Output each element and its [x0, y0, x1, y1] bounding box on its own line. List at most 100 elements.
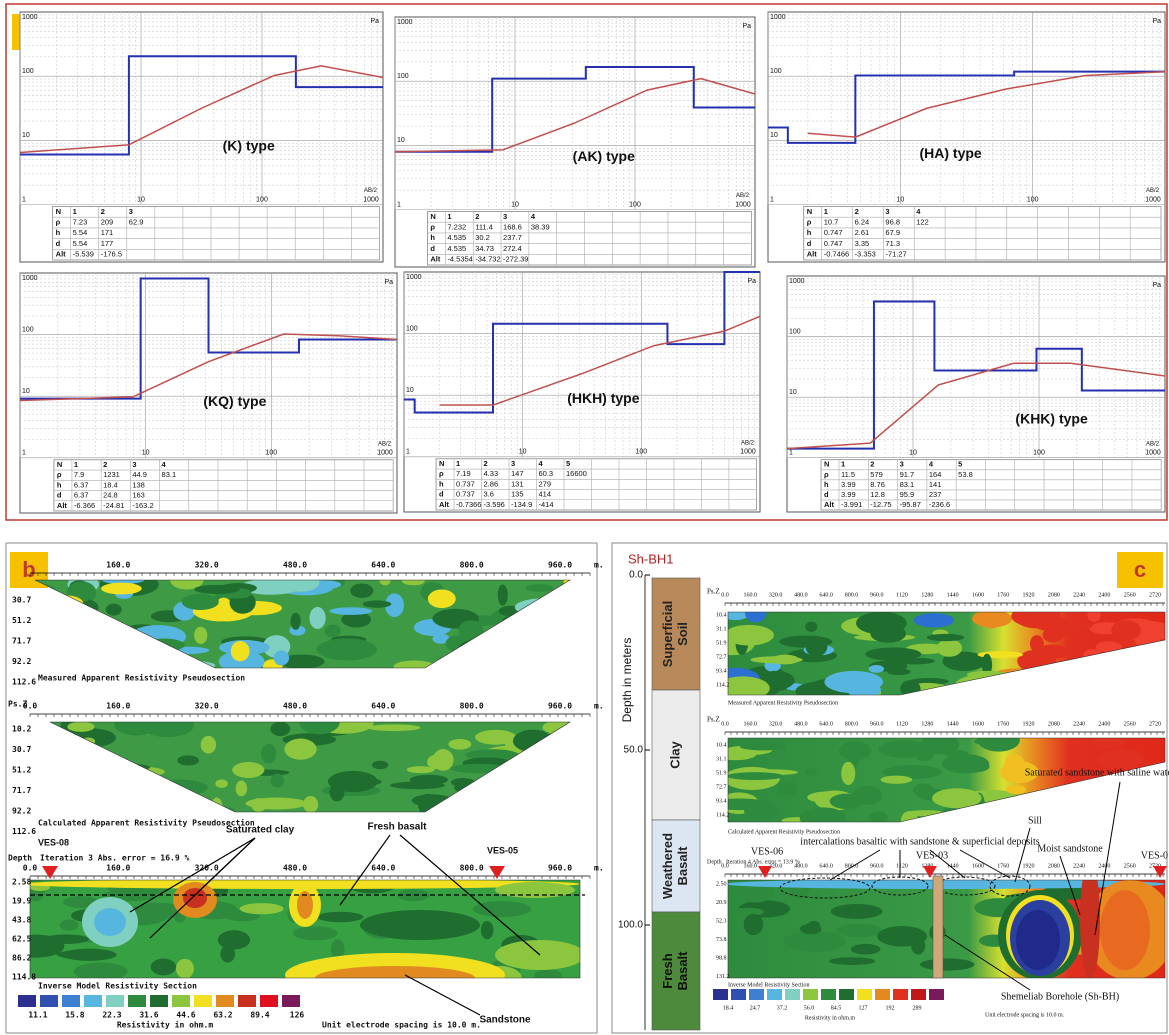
- table-cell: h: [56, 228, 61, 237]
- table-cell: 147: [511, 469, 524, 478]
- axis-label: Depth: [8, 854, 32, 863]
- table-cell: 135: [511, 490, 524, 499]
- resistivity-blob: [293, 926, 338, 940]
- table-cell: 1231: [103, 470, 120, 479]
- x-tick-label: 1280: [921, 592, 933, 598]
- x-axis-label: AB/2: [736, 193, 750, 199]
- spacing-note: Unit electrode spacing is 10.0 m.: [322, 1020, 481, 1030]
- type-label: (HA) type: [920, 145, 982, 161]
- y-tick-label: 10: [22, 388, 30, 395]
- table-cell: 38.39: [531, 223, 550, 232]
- table-cell: 1: [456, 459, 460, 468]
- x-tick-label: 2080: [1048, 592, 1060, 598]
- x-tick-label: 10: [142, 450, 150, 457]
- resistivity-blob: [481, 921, 494, 939]
- panel-label: b: [22, 557, 35, 582]
- x-tick-label: 2240: [1073, 721, 1085, 727]
- y-tick-label: 1000: [406, 274, 422, 281]
- table-cell: N: [56, 207, 61, 216]
- unit-label: Pa: [747, 278, 756, 285]
- x-tick-label: 100: [635, 449, 647, 456]
- layer-label: Clay: [667, 741, 682, 769]
- legend-swatch: [893, 989, 908, 1000]
- table-cell: 8.76: [870, 480, 885, 489]
- resistivity-blob: [330, 783, 345, 801]
- depth-tick-label: 0.0: [629, 570, 643, 581]
- resistivity-blob: [232, 762, 264, 778]
- resistivity-blob: [740, 743, 787, 750]
- x-axis-label: AB/2: [364, 188, 378, 194]
- y-tick-label: 100: [789, 328, 801, 335]
- table-cell: d: [57, 491, 62, 500]
- depth-label: 31.1: [716, 626, 727, 632]
- resistivity-blob: [261, 744, 276, 764]
- y-tick-label: 10: [22, 132, 30, 139]
- x-tick-label: 2080: [1048, 721, 1060, 727]
- resistivity-blob: [830, 794, 863, 809]
- resistivity-blob: [329, 607, 372, 615]
- depth-label: 43.8: [12, 916, 31, 925]
- resistivity-blob: [433, 749, 454, 771]
- resistivity-blob: [1111, 620, 1140, 640]
- table-cell: 5: [958, 460, 962, 469]
- table-cell: -12.75: [870, 500, 891, 509]
- x-tick-label: 1600: [972, 863, 984, 869]
- legend-label: 15.8: [65, 1011, 84, 1020]
- table-cell: -0.7366: [456, 500, 481, 509]
- table-cell: 96.8: [885, 218, 900, 227]
- table-cell: 83.1: [162, 470, 177, 479]
- type-label: (KQ) type: [203, 393, 266, 409]
- resistivity-blob: [964, 761, 990, 772]
- legend-swatch: [172, 995, 190, 1007]
- resistivity-blob: [363, 600, 392, 607]
- type-label: (KHK) type: [1015, 410, 1088, 426]
- annotation: Moist sandstone: [1037, 843, 1103, 854]
- resistivity-blob: [80, 582, 91, 601]
- legend-label: 24.7: [750, 1005, 761, 1011]
- table-cell: 67.9: [885, 228, 900, 237]
- x-tick-label: 2560: [1124, 863, 1136, 869]
- legend-swatch: [260, 995, 278, 1007]
- resistivity-blob: [176, 959, 194, 979]
- depth-tick-label: 50.0: [624, 745, 644, 756]
- resistivity-blob: [151, 959, 176, 976]
- table-cell: 3: [900, 460, 904, 469]
- type-label: (AK) type: [573, 148, 635, 164]
- resistivity-blob: [870, 625, 906, 643]
- x-tick-label: 1760: [997, 592, 1009, 598]
- legend-label: 63.2: [213, 1011, 232, 1020]
- x-tick-label: 480.0: [794, 592, 808, 598]
- unit-label: Pa: [384, 279, 393, 286]
- y-tick-label: 1: [397, 201, 401, 208]
- x-axis-label: AB/2: [1146, 441, 1160, 447]
- table-cell: 7.19: [456, 469, 471, 478]
- annotation: Saturated clay: [226, 825, 295, 836]
- table-cell: 579: [870, 470, 883, 479]
- table-cell: 237: [929, 490, 942, 499]
- resistivity-blob: [57, 950, 115, 959]
- resistivity-blob: [448, 739, 471, 750]
- table-cell: N: [430, 212, 435, 221]
- y-tick-label: 10: [406, 387, 414, 394]
- resistivity-blob: [972, 610, 1012, 627]
- table-cell: 3: [132, 460, 136, 469]
- x-tick-label: 800.0: [845, 721, 859, 727]
- resistivity-blob: [270, 722, 290, 736]
- table-cell: -3.596: [484, 500, 505, 509]
- legend-swatch: [282, 995, 300, 1007]
- resistivity-blob: [920, 958, 974, 970]
- table-cell: 2: [475, 212, 479, 221]
- table-cell: -71.27: [885, 250, 906, 259]
- x-tick-label: 2080: [1048, 863, 1060, 869]
- table-cell: h: [57, 480, 62, 489]
- x-tick-label: 1280: [921, 721, 933, 727]
- table-cell: 3.6: [484, 490, 494, 499]
- y-tick-label: 10: [397, 137, 405, 144]
- resistivity-blob: [745, 804, 771, 816]
- table-cell: 3.99: [841, 490, 856, 499]
- depth-label: 2.50: [716, 881, 727, 887]
- spacing-note: Unit electrode spacing is 10.0 m.: [985, 1012, 1065, 1018]
- depth-label: 73.8: [716, 937, 727, 943]
- legend-swatch: [84, 995, 102, 1007]
- table-cell: 6.37: [74, 480, 89, 489]
